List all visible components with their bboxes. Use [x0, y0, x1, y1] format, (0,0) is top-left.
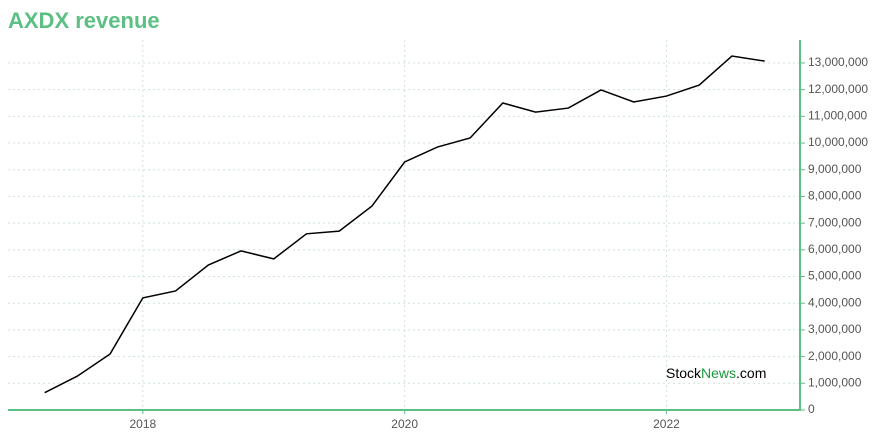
y-tick-label: 10,000,000	[808, 135, 868, 149]
watermark: StockNews.com	[666, 365, 766, 381]
y-tick-label: 2,000,000	[808, 349, 862, 363]
y-tick-label: 1,000,000	[808, 375, 862, 389]
y-tick-label: 4,000,000	[808, 295, 862, 309]
watermark-part: News	[701, 365, 736, 381]
grid	[8, 40, 800, 411]
y-tick-label: 3,000,000	[808, 322, 862, 336]
y-tick-label: 11,000,000	[808, 109, 867, 123]
watermark-part: Stock	[666, 365, 702, 381]
line	[44, 55, 765, 394]
x-tick-label: 2020	[391, 417, 418, 431]
x-tick-label: 2018	[129, 417, 156, 431]
y-tick-label: 13,000,000	[808, 55, 868, 69]
watermark-part: .com	[736, 365, 766, 381]
y-tick-label: 5,000,000	[808, 269, 862, 283]
y-tick-label: 8,000,000	[808, 189, 862, 203]
y-tick-label: 9,000,000	[808, 162, 862, 176]
y-tick-label: 12,000,000	[808, 82, 868, 96]
chart-title: AXDX revenue	[8, 8, 160, 33]
x-tick-label: 2022	[653, 417, 680, 431]
y-tick-label: 0	[808, 402, 815, 416]
y-tick-label: 7,000,000	[808, 215, 862, 229]
y-tick-label: 6,000,000	[808, 242, 862, 256]
